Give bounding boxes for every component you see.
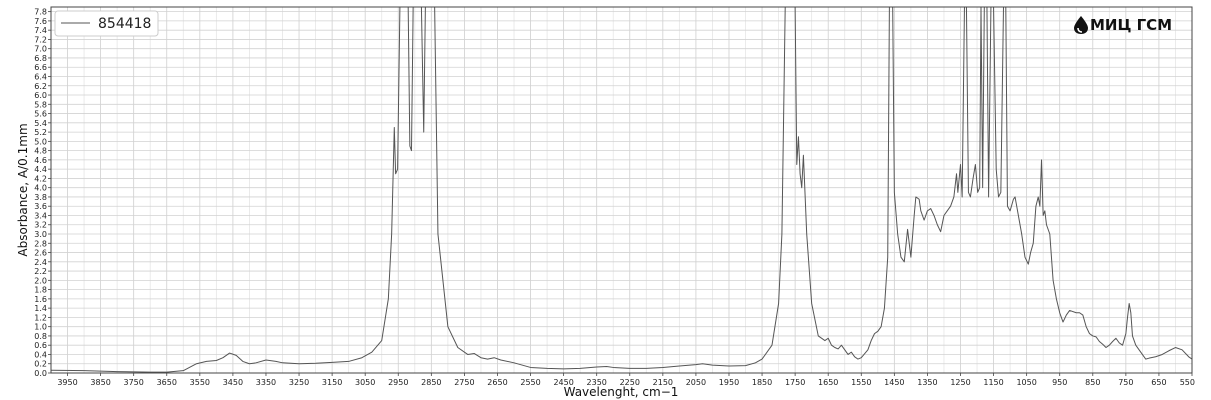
legend: 854418 (54, 10, 159, 37)
x-axis-ticks: 3950 3850 3750 3650 3550 3450 3350 3250 3150 3050… (57, 373, 1195, 387)
x-tick-label: 1350 (917, 378, 937, 387)
plot-background (51, 7, 1192, 373)
brand-logo: МИЦ ГСМ (1074, 16, 1172, 34)
y-tick-label: 0.4 (34, 350, 47, 359)
y-tick-label: 5.4 (34, 119, 47, 128)
x-tick-label: 3050 (355, 378, 375, 387)
y-tick-label: 2.2 (34, 267, 47, 276)
y-tick-label: 7.2 (34, 35, 47, 44)
y-tick-label: 2.0 (34, 276, 47, 285)
y-tick-label: 1.0 (34, 323, 47, 332)
y-tick-label: 1.8 (34, 286, 47, 295)
x-tick-label: 3750 (124, 378, 144, 387)
y-tick-label: 3.8 (34, 193, 47, 202)
y-tick-label: 3.0 (34, 230, 47, 239)
x-tick-label: 3550 (190, 378, 210, 387)
x-tick-label: 2550 (520, 378, 540, 387)
y-tick-label: 5.6 (34, 110, 47, 119)
y-tick-label: 4.0 (34, 184, 47, 193)
x-tick-label: 1050 (1016, 378, 1036, 387)
x-tick-label: 850 (1085, 378, 1100, 387)
x-tick-label: 2450 (553, 378, 573, 387)
y-tick-label: 2.6 (34, 249, 47, 258)
y-tick-label: 3.6 (34, 202, 47, 211)
x-tick-label: 2850 (421, 378, 441, 387)
series-layer (51, 7, 1192, 373)
y-tick-label: 7.4 (34, 26, 47, 35)
y-tick-label: 0.6 (34, 341, 47, 350)
legend-box (54, 10, 159, 37)
y-tick-label: 6.2 (34, 82, 47, 91)
legend-label: 854418 (98, 16, 151, 32)
y-tick-label: 2.4 (34, 258, 47, 267)
x-tick-label: 2050 (686, 378, 706, 387)
series-line-854418 (51, 7, 1192, 373)
x-tick-label: 1250 (950, 378, 970, 387)
x-tick-label: 3250 (289, 378, 309, 387)
x-tick-label: 1950 (719, 378, 739, 387)
y-tick-label: 4.6 (34, 156, 47, 165)
x-tick-label: 950 (1052, 378, 1067, 387)
y-tick-label: 6.0 (34, 91, 47, 100)
y-tick-label: 1.4 (34, 304, 47, 313)
x-tick-label: 1450 (884, 378, 904, 387)
x-tick-label: 3950 (57, 378, 77, 387)
y-tick-label: 4.2 (34, 174, 47, 183)
y-tick-label: 6.8 (34, 54, 47, 63)
y-tick-label: 7.0 (34, 45, 47, 54)
x-tick-label: 2350 (587, 378, 607, 387)
y-tick-label: 1.2 (34, 313, 47, 322)
y-tick-label: 0.0 (34, 369, 47, 378)
x-tick-label: 3450 (223, 378, 243, 387)
y-tick-label: 4.8 (34, 147, 47, 156)
y-tick-label: 5.2 (34, 128, 47, 137)
x-axis-label: Wavelenght, cm−1 (564, 385, 679, 399)
drop-icon (1074, 16, 1088, 34)
x-tick-label: 1550 (851, 378, 871, 387)
y-tick-label: 6.4 (34, 72, 47, 81)
y-axis-label: Absorbance, A/0.1mm (16, 123, 30, 256)
x-tick-label: 550 (1180, 378, 1195, 387)
y-tick-label: 2.8 (34, 239, 47, 248)
x-tick-label: 2250 (620, 378, 640, 387)
y-tick-label: 0.8 (34, 332, 47, 341)
x-tick-label: 3350 (256, 378, 276, 387)
x-tick-label: 1750 (785, 378, 805, 387)
brand-logo-text: МИЦ ГСМ (1090, 16, 1172, 34)
y-tick-label: 0.2 (34, 360, 47, 369)
plot-frame (50, 6, 1193, 374)
x-tick-label: 750 (1118, 378, 1133, 387)
x-tick-label: 3650 (157, 378, 177, 387)
x-tick-label: 2650 (487, 378, 507, 387)
y-tick-label: 7.8 (34, 8, 47, 17)
x-tick-label: 1150 (983, 378, 1003, 387)
x-tick-label: 650 (1151, 378, 1166, 387)
x-tick-label: 1650 (818, 378, 838, 387)
y-tick-label: 5.8 (34, 100, 47, 109)
x-tick-label: 2750 (454, 378, 474, 387)
y-tick-label: 3.2 (34, 221, 47, 230)
x-tick-label: 2150 (653, 378, 673, 387)
x-tick-label: 3850 (90, 378, 110, 387)
y-axis-ticks: 0.00.20.40.60.81.01.21.41.61.82.02.22.42… (34, 8, 51, 378)
y-tick-label: 1.6 (34, 295, 47, 304)
x-tick-label: 2950 (388, 378, 408, 387)
y-tick-label: 7.6 (34, 17, 47, 26)
y-tick-label: 6.6 (34, 63, 47, 72)
y-tick-label: 3.4 (34, 211, 47, 220)
y-tick-label: 4.4 (34, 165, 47, 174)
x-tick-label: 3150 (322, 378, 342, 387)
x-tick-label: 1850 (752, 378, 772, 387)
y-tick-label: 5.0 (34, 137, 47, 146)
